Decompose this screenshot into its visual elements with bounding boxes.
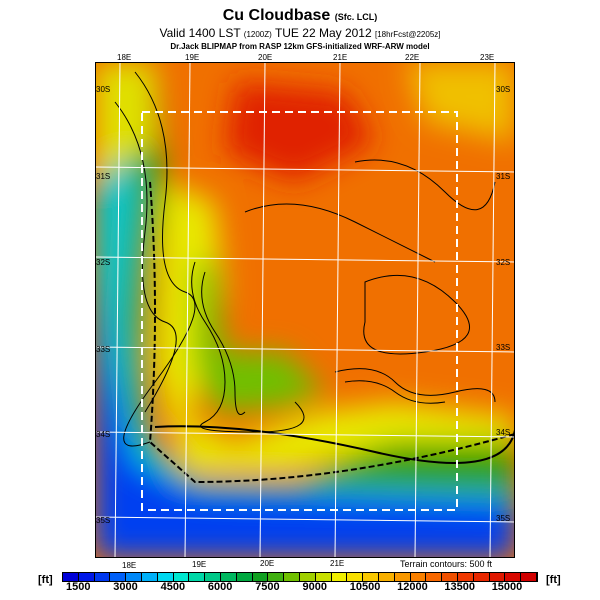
top-lon-label: 21E [333,53,348,62]
left-lat-label: 33S [96,345,111,354]
colorbar-swatch [426,573,443,581]
colorbar-label: 13500 [444,581,475,593]
left-lat-label: 34S [96,430,111,439]
left-lat-label: 31S [96,172,111,181]
colorbar-swatch [173,573,190,581]
top-lon-label: 19E [185,53,200,62]
colorbar-swatch [521,573,537,581]
colorbar-swatch [63,573,79,581]
model-caption: Dr.Jack BLIPMAP from RASP 12km GFS-initi… [170,42,430,51]
colorbar-swatch [489,573,506,581]
colorbar-swatch [126,573,142,581]
bottom-lon-label: 20E [260,559,275,568]
colorbar-swatch [205,573,221,581]
right-lat-label: 34S [496,428,511,437]
colorbar-label: 7500 [255,581,280,593]
chart-title: Cu Cloudbase (Sfc. LCL) [222,7,378,24]
colorbar-swatch [94,573,111,581]
colorbar [62,572,538,582]
colorbar-label: 15000 [491,581,523,593]
colorbar-label: 3000 [113,581,138,593]
colorbar-label: 9000 [302,581,327,593]
colorbar-swatch [252,573,269,581]
colorbar-swatch [110,573,127,581]
colorbar-swatch [220,573,237,581]
right-lat-label: 30S [496,85,511,94]
top-lon-label: 22E [405,53,420,62]
colorbar-swatch [284,573,300,581]
right-lat-label: 33S [496,343,511,352]
colorbar-swatch [378,573,395,581]
colorbar-label: 12000 [397,581,428,593]
colorbar-swatch [268,573,285,581]
colorbar-swatch [315,573,332,581]
unit-label-left: [ft] [38,574,53,586]
left-lat-label: 32S [96,258,111,267]
colorbar-swatch [331,573,348,581]
colorbar-label: 1500 [66,581,91,593]
cloudbase-map [95,62,515,558]
colorbar-swatch [473,573,490,581]
colorbar-swatch [141,573,158,581]
colorbar-swatch [394,573,411,581]
colorbar-swatch [442,573,458,581]
colorbar-label: 4500 [160,581,186,593]
top-lon-label: 18E [117,53,132,62]
bottom-lon-label: 21E [330,559,345,568]
colorbar-swatch [363,573,379,581]
colorbar-swatch [236,573,253,581]
left-lat-label: 35S [96,516,111,525]
right-lat-label: 35S [496,514,511,523]
colorbar-swatch [347,573,364,581]
bottom-lon-label: 18E [122,561,137,570]
colorbar-swatch [189,573,206,581]
unit-label-right: [ft] [546,574,561,586]
right-lat-label: 32S [496,258,511,267]
left-lat-label: 30S [96,85,111,94]
top-lon-label: 20E [258,53,273,62]
right-lat-label: 31S [496,172,511,181]
colorbar-label: 6000 [207,581,233,593]
colorbar-swatch [457,573,474,581]
valid-time: Valid 1400 LST (1200Z) TUE 22 May 2012 [… [159,26,441,40]
colorbar-label: 10500 [349,581,381,593]
bottom-lon-label: 19E [192,560,207,569]
colorbar-swatch [78,573,95,581]
terrain-note: Terrain contours: 500 ft [400,559,493,569]
colorbar-swatch [505,573,522,581]
top-lon-label: 23E [480,53,495,62]
colorbar-swatch [410,573,427,581]
colorbar-swatch [157,573,174,581]
colorbar-swatch [299,573,316,581]
